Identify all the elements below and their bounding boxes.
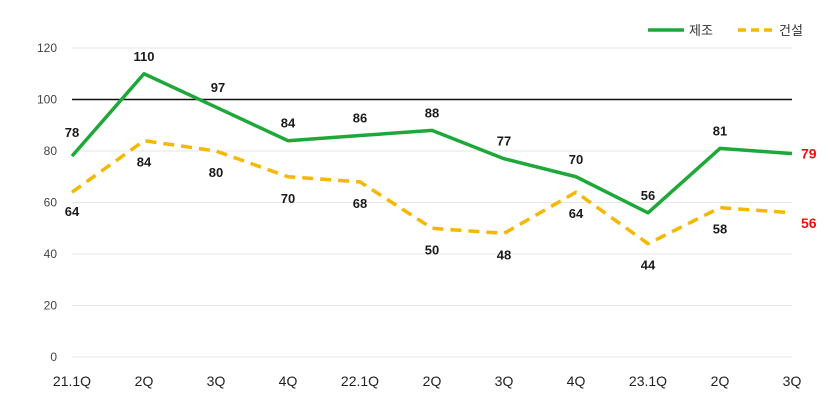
x-tick-label: 2Q [135, 373, 154, 389]
data-label-manufacturing: 86 [353, 111, 367, 126]
y-tick-label: 0 [50, 350, 57, 364]
data-label-construction: 70 [281, 191, 295, 206]
data-label-construction: 50 [425, 242, 439, 257]
legend-label-manufacturing: 제조 [689, 24, 713, 39]
x-tick-label: 22.1Q [341, 373, 379, 389]
series-line-construction [70, 138, 793, 246]
y-tick-label: 20 [44, 299, 58, 313]
y-tick-label: 60 [44, 196, 58, 210]
legend-label-construction: 건설 [779, 24, 803, 39]
data-label-construction: 58 [713, 222, 727, 237]
x-tick-label: 2Q [423, 373, 442, 389]
data-label-manufacturing: 81 [713, 123, 727, 138]
data-label-construction: 48 [497, 247, 511, 262]
data-label-manufacturing: 70 [569, 152, 583, 167]
x-tick-label: 21.1Q [53, 373, 91, 389]
legend-item-construction: 건설 [738, 24, 803, 39]
data-label-construction: 84 [137, 155, 152, 170]
x-tick-label: 3Q [783, 373, 802, 389]
data-label-manufacturing: 110 [134, 49, 155, 64]
x-tick-label: 3Q [207, 373, 226, 389]
x-tick-label: 3Q [495, 373, 514, 389]
y-axis: 0 20 40 60 80 100 120 [37, 41, 57, 364]
data-label-manufacturing: 84 [281, 116, 296, 131]
series-line-manufacturing [70, 72, 793, 215]
data-labels: 78 110 97 84 86 88 77 70 56 81 79 64 84 80 70 68 50 48 64 4… [65, 49, 817, 273]
y-tick-label: 100 [37, 93, 57, 107]
legend: 제조 건설 [648, 24, 803, 39]
data-label-construction: 56 [801, 215, 817, 231]
data-label-construction: 68 [353, 196, 367, 211]
y-tick-label: 80 [44, 144, 58, 158]
data-label-construction: 44 [641, 258, 656, 273]
gridlines [72, 47, 792, 358]
data-label-manufacturing: 78 [65, 125, 79, 140]
data-label-manufacturing: 56 [641, 188, 655, 203]
series-lines [70, 72, 793, 246]
data-label-construction: 64 [569, 206, 584, 221]
data-label-construction: 80 [209, 165, 223, 180]
y-tick-label: 40 [44, 247, 58, 261]
data-label-manufacturing: 79 [801, 146, 817, 162]
y-tick-label: 120 [37, 41, 57, 55]
x-tick-label: 4Q [279, 373, 298, 389]
data-label-manufacturing: 97 [211, 80, 225, 95]
x-tick-label: 2Q [711, 373, 730, 389]
legend-item-manufacturing: 제조 [648, 24, 713, 39]
data-label-manufacturing: 88 [425, 105, 439, 120]
x-tick-label: 23.1Q [629, 373, 667, 389]
data-label-construction: 64 [65, 204, 80, 219]
x-axis: 21.1Q 2Q 3Q 4Q 22.1Q 2Q 3Q 4Q 23.1Q 2Q 3Q [53, 373, 802, 389]
data-label-manufacturing: 77 [497, 134, 511, 149]
x-tick-label: 4Q [567, 373, 586, 389]
